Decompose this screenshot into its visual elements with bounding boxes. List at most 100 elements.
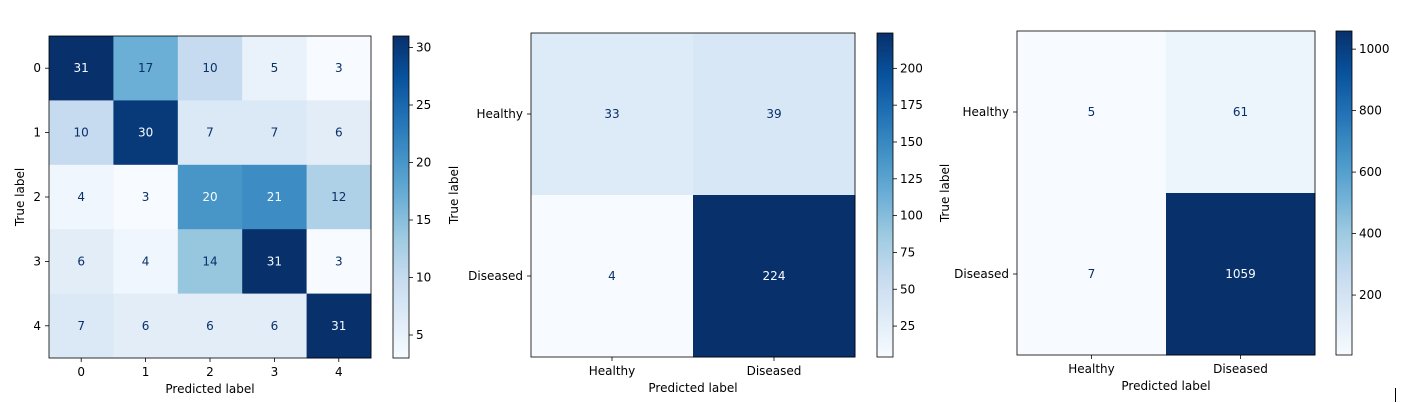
x-tick-label: 0 <box>77 365 85 379</box>
x-tick-label: Diseased <box>1213 362 1268 376</box>
cell-value-label: 61 <box>1233 105 1248 119</box>
colorbar-tick-label: 400 <box>1359 227 1382 241</box>
matrix-cell <box>177 164 243 230</box>
matrix-cell <box>113 164 179 230</box>
matrix-cell <box>1017 31 1167 194</box>
matrix-cell <box>306 164 372 230</box>
matrix-cell <box>306 36 372 101</box>
matrix-frame <box>530 32 856 358</box>
cell-value-label: 30 <box>138 126 153 140</box>
colorbar-tick-label: 50 <box>900 282 915 296</box>
x-axis-label: Predicted label <box>648 381 737 395</box>
x-tick-label: 2 <box>206 365 214 379</box>
colorbar: 200 400 600 800 1000 <box>1335 30 1390 356</box>
colorbar-tick-label: 150 <box>900 135 923 149</box>
colorbar-tick-label: 600 <box>1359 165 1382 179</box>
matrix-cell <box>177 229 243 295</box>
y-tick-label: 2 <box>33 190 41 204</box>
cell-value-label: 14 <box>202 254 217 268</box>
matrix-cell <box>242 100 308 166</box>
cell-value-label: 33 <box>604 107 619 121</box>
matrix-cell <box>1017 193 1167 356</box>
cell-value-label: 39 <box>766 107 781 121</box>
x-tick-label: 3 <box>271 365 279 379</box>
cell-value-label: 4 <box>142 254 150 268</box>
x-tick-label: Healthy <box>1068 362 1115 376</box>
y-tick-label: 0 <box>33 61 41 75</box>
cell-value-label: 7 <box>1088 267 1096 281</box>
cell-value-label: 20 <box>202 190 217 204</box>
colorbar-tick-label: 175 <box>900 98 923 112</box>
matrix-cell <box>1166 193 1316 356</box>
matrix-cell <box>113 100 179 166</box>
cell-value-label: 6 <box>142 319 150 333</box>
x-tick-label: 4 <box>335 365 343 379</box>
y-axis-label: True label <box>447 166 461 225</box>
matrix-cell <box>242 36 308 101</box>
colorbar-tick-label: 25 <box>416 98 431 112</box>
cell-value-label: 10 <box>74 126 89 140</box>
matrix-cell <box>177 293 243 359</box>
matrix-cell <box>306 100 372 166</box>
matrix-cell <box>693 195 856 358</box>
matrix-cell <box>242 293 308 359</box>
y-tick-label: 1 <box>33 126 41 140</box>
matrix-frame <box>1016 30 1316 356</box>
matrix-cell <box>113 36 179 101</box>
cell-value-label: 17 <box>138 61 153 75</box>
cell-value-label: 7 <box>206 126 214 140</box>
colorbar-tick-label: 100 <box>900 209 923 223</box>
cell-value-label: 3 <box>335 61 343 75</box>
y-tick-label: Diseased <box>954 267 1009 281</box>
cell-value-label: 1059 <box>1225 267 1256 281</box>
confusion-matrix-1: 31 17 10 5 310 30 7 7 64 3 20 21 126 4 14 31 37 6 6 6 310 1 2 3… <box>13 35 431 396</box>
y-tick-label: 4 <box>33 319 41 333</box>
cell-value-label: 31 <box>74 61 89 75</box>
cell-value-label: 21 <box>267 190 282 204</box>
colorbar-tick-label: 200 <box>900 61 923 75</box>
cell-value-label: 10 <box>202 61 217 75</box>
cell-value-label: 4 <box>608 269 616 283</box>
y-axis-label: True label <box>13 168 27 227</box>
cell-value-label: 7 <box>77 319 85 333</box>
colorbar-tick-label: 20 <box>416 156 431 170</box>
matrix-cell <box>1166 31 1316 194</box>
cell-value-label: 6 <box>271 319 279 333</box>
matrix-cell <box>49 164 114 230</box>
matrix-cell <box>113 229 179 295</box>
colorbar-tick-label: 5 <box>416 328 424 342</box>
cell-value-label: 4 <box>77 190 85 204</box>
cell-value-label: 6 <box>335 126 343 140</box>
x-axis-label: Predicted label <box>1121 379 1210 393</box>
y-tick-label: Healthy <box>476 107 523 121</box>
colorbar-tick-label: 15 <box>416 213 431 227</box>
matrix-cell <box>177 36 243 101</box>
matrix-cell <box>49 100 114 166</box>
matrix-cell <box>113 293 179 359</box>
colorbar-tick-label: 30 <box>416 41 431 55</box>
cell-value-label: 12 <box>331 190 346 204</box>
x-tick-label: Diseased <box>747 364 802 378</box>
matrix-cell <box>306 229 372 295</box>
colorbar-tick-label: 1000 <box>1359 42 1390 56</box>
matrix-cell <box>49 229 114 295</box>
matrix-cell <box>49 293 114 359</box>
cell-value-label: 6 <box>206 319 214 333</box>
matrix-cell <box>49 36 114 101</box>
matrix-cell <box>531 33 694 196</box>
y-tick-label: Healthy <box>962 105 1009 119</box>
cell-value-label: 3 <box>335 254 343 268</box>
colorbar-tick-label: 75 <box>900 245 915 259</box>
cell-value-label: 31 <box>331 319 346 333</box>
x-axis-label: Predicted label <box>165 382 254 396</box>
cell-value-label: 31 <box>267 254 282 268</box>
confusion-matrix-2: 33 39 4 224 Healthy Diseased Healthy Diseased Pr… <box>447 32 923 395</box>
colorbar-tick-label: 200 <box>1359 288 1382 302</box>
colorbar-tick-label: 800 <box>1359 104 1382 118</box>
x-tick-label: 1 <box>142 365 150 379</box>
colorbar: 25 50 75 100 125 150 175 200 <box>876 32 923 358</box>
matrix-cell <box>306 293 372 359</box>
colorbar-gradient <box>876 32 894 358</box>
x-tick-label: Healthy <box>589 364 636 378</box>
